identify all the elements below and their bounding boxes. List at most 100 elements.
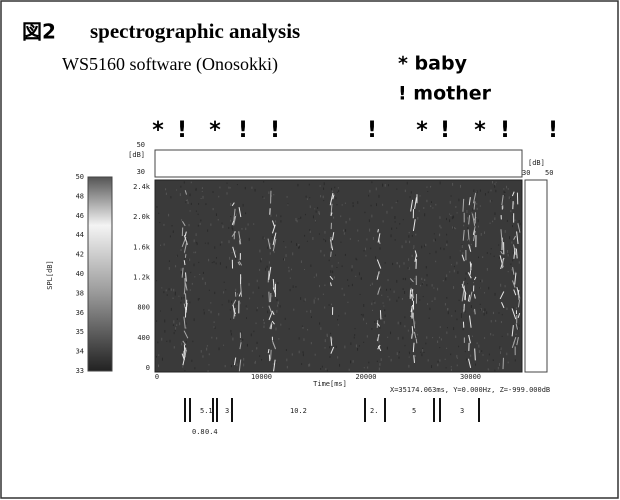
texture-streak: [185, 272, 187, 282]
texture-speck: [494, 369, 496, 372]
texture-speck: [446, 233, 448, 236]
texture-speck: [306, 240, 308, 242]
texture-streak: [469, 267, 472, 272]
texture-speck: [269, 252, 271, 255]
texture-speck: [440, 338, 442, 341]
segment-duration: 3.: [225, 407, 233, 415]
y-tick-label: 2.0k: [133, 213, 151, 221]
texture-speck: [338, 190, 340, 192]
texture-streak: [411, 326, 414, 334]
texture-speck: [353, 336, 355, 339]
texture-speck: [337, 187, 339, 189]
texture-speck: [304, 234, 306, 237]
texture-speck: [408, 356, 410, 358]
texture-streak: [332, 194, 335, 200]
texture-speck: [512, 225, 514, 228]
texture-speck: [343, 293, 345, 296]
texture-speck: [365, 247, 367, 251]
texture-speck: [430, 201, 432, 203]
texture-speck: [422, 349, 424, 352]
texture-speck: [420, 351, 422, 353]
texture-speck: [185, 341, 187, 343]
texture-streak: [183, 260, 186, 266]
texture-speck: [439, 347, 441, 349]
texture-streak: [468, 215, 471, 225]
texture-speck: [421, 282, 423, 285]
texture-speck: [344, 253, 346, 256]
texture-streak: [267, 348, 270, 354]
texture-speck: [184, 258, 186, 260]
texture-speck: [169, 339, 171, 343]
texture-speck: [211, 336, 213, 339]
texture-speck: [333, 216, 335, 219]
texture-speck: [435, 250, 437, 254]
texture-speck: [331, 190, 333, 193]
texture-speck: [476, 207, 478, 210]
texture-streak: [473, 294, 476, 299]
texture-speck: [369, 228, 371, 232]
texture-speck: [202, 195, 204, 199]
texture-streak: [467, 294, 471, 302]
texture-speck: [430, 205, 432, 207]
texture-speck: [351, 269, 353, 272]
texture-speck: [222, 225, 224, 229]
texture-speck: [399, 223, 401, 225]
texture-streak: [273, 359, 276, 372]
texture-speck: [461, 244, 463, 248]
texture-speck: [453, 269, 455, 273]
texture-speck: [432, 207, 434, 209]
panel-label: 30: [522, 169, 530, 177]
texture-speck: [329, 355, 331, 358]
texture-speck: [263, 325, 265, 329]
texture-speck: [426, 186, 428, 188]
texture-speck: [375, 187, 377, 191]
texture-speck: [511, 241, 513, 244]
texture-speck: [287, 203, 289, 206]
texture-speck: [518, 261, 520, 264]
texture-speck: [193, 318, 195, 322]
texture-speck: [205, 203, 207, 206]
texture-speck: [344, 312, 346, 315]
texture-streak: [501, 258, 504, 269]
texture-speck: [378, 367, 380, 371]
texture-speck: [344, 345, 346, 349]
texture-speck: [230, 332, 232, 336]
texture-streak: [269, 322, 273, 329]
texture-speck: [330, 303, 332, 306]
texture-streak: [184, 190, 188, 195]
texture-speck: [319, 322, 321, 325]
texture-speck: [156, 355, 158, 358]
texture-streak: [267, 270, 270, 283]
texture-speck: [348, 285, 350, 287]
texture-speck: [498, 244, 500, 246]
texture-speck: [444, 358, 446, 360]
texture-speck: [515, 307, 517, 310]
texture-speck: [262, 295, 264, 298]
texture-speck: [458, 299, 460, 301]
texture-speck: [414, 321, 416, 325]
texture-speck: [481, 279, 483, 283]
texture-speck: [223, 291, 225, 294]
texture-speck: [420, 284, 422, 287]
texture-streak: [237, 261, 241, 266]
texture-speck: [370, 204, 372, 207]
texture-speck: [241, 227, 243, 230]
texture-speck: [481, 350, 483, 352]
texture-speck: [363, 304, 365, 307]
legend-entry: ! mother: [398, 83, 492, 105]
texture-speck: [277, 301, 279, 305]
texture-speck: [173, 332, 175, 335]
texture-speck: [215, 257, 217, 259]
x-tick-label: 30000: [460, 373, 481, 381]
texture-speck: [434, 238, 436, 242]
texture-speck: [240, 331, 242, 335]
texture-speck: [384, 314, 386, 317]
texture-speck: [396, 188, 398, 190]
texture-streak: [414, 254, 417, 262]
texture-speck: [168, 266, 170, 270]
texture-speck: [457, 271, 459, 274]
texture-speck: [323, 254, 325, 257]
texture-speck: [490, 189, 492, 192]
texture-speck: [466, 358, 468, 361]
texture-speck: [473, 309, 475, 312]
